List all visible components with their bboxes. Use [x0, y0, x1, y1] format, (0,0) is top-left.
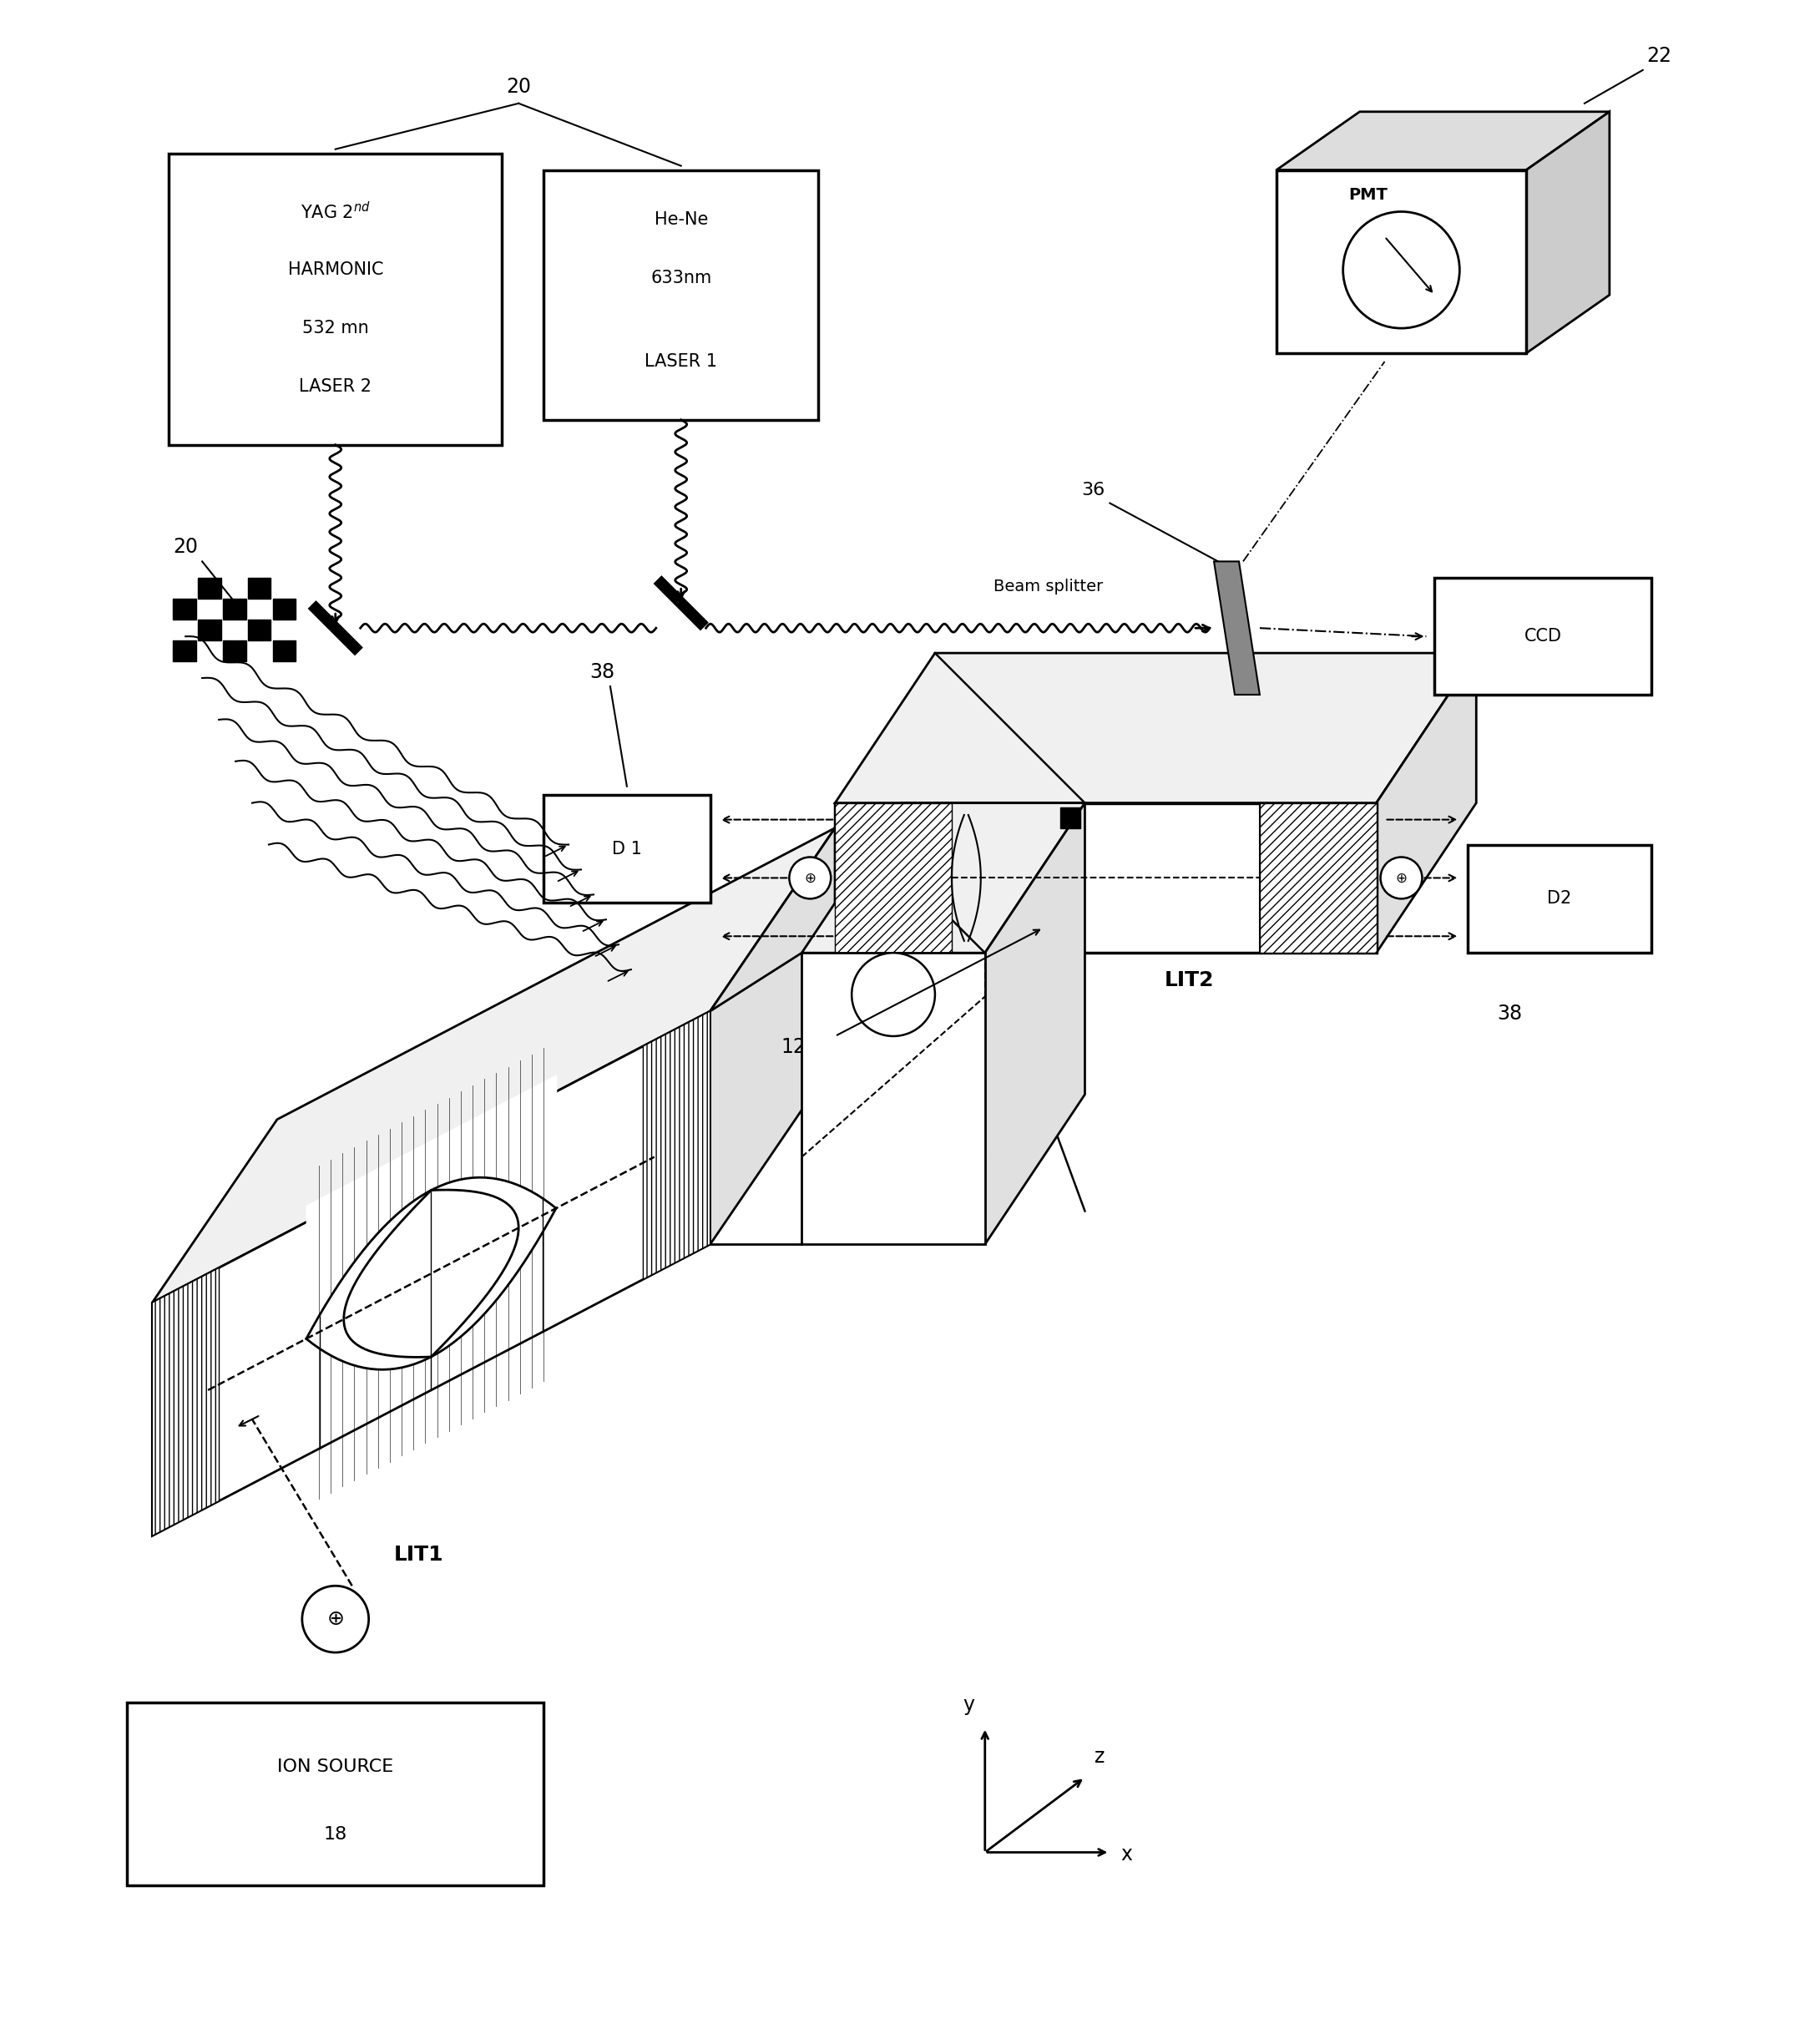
Polygon shape: [1527, 112, 1609, 353]
Bar: [198, 579, 220, 599]
Bar: [248, 620, 271, 640]
Bar: [835, 803, 1376, 952]
Text: y: y: [963, 1694, 974, 1715]
Text: D2: D2: [1547, 891, 1572, 907]
Bar: [1469, 844, 1651, 952]
Text: 12: 12: [781, 1038, 806, 1056]
Text: x: x: [1121, 1845, 1132, 1866]
Bar: [1059, 807, 1081, 828]
Polygon shape: [835, 803, 952, 952]
Bar: [127, 1703, 544, 1886]
Text: z: z: [1094, 1747, 1105, 1768]
Polygon shape: [835, 652, 1476, 803]
Bar: [273, 640, 297, 661]
Polygon shape: [985, 803, 1085, 1244]
Bar: [198, 620, 220, 640]
Polygon shape: [642, 1011, 710, 1278]
Polygon shape: [1259, 803, 1376, 952]
Polygon shape: [153, 828, 835, 1303]
Text: 38: 38: [590, 663, 615, 683]
Text: $\oplus$: $\oplus$: [328, 1609, 344, 1629]
Text: HARMONIC: HARMONIC: [288, 261, 384, 277]
Polygon shape: [1214, 561, 1259, 695]
Text: CCD: CCD: [1523, 628, 1562, 644]
Text: $\oplus$: $\oplus$: [1396, 871, 1407, 885]
Text: PMT: PMT: [1349, 188, 1387, 204]
Bar: [248, 579, 271, 599]
Text: 20: 20: [173, 536, 198, 557]
Text: 18: 18: [324, 1827, 348, 1843]
Text: 532 mn: 532 mn: [302, 320, 369, 336]
Bar: [1434, 579, 1651, 695]
Text: Beam splitter: Beam splitter: [994, 579, 1103, 593]
Text: $\oplus$: $\oplus$: [804, 871, 815, 885]
Polygon shape: [1376, 652, 1476, 952]
Bar: [224, 640, 246, 661]
Circle shape: [302, 1586, 369, 1652]
Text: LIT2: LIT2: [1165, 971, 1214, 991]
Circle shape: [1343, 212, 1460, 328]
Bar: [224, 599, 246, 620]
Circle shape: [1381, 856, 1421, 899]
Text: 38: 38: [1498, 1003, 1522, 1024]
Bar: [803, 952, 985, 1244]
Bar: [173, 599, 197, 620]
Text: YAG 2$^{nd}$: YAG 2$^{nd}$: [300, 202, 371, 222]
Circle shape: [852, 952, 935, 1036]
Text: 36: 36: [1081, 481, 1105, 498]
Text: 633nm: 633nm: [650, 269, 712, 287]
Text: He-Ne: He-Ne: [653, 212, 708, 228]
Bar: [273, 599, 297, 620]
Text: ION SOURCE: ION SOURCE: [277, 1758, 393, 1774]
Bar: [173, 640, 197, 661]
Text: LASER 2: LASER 2: [298, 377, 371, 396]
Bar: [544, 169, 819, 420]
Bar: [1276, 169, 1527, 353]
Polygon shape: [153, 1268, 218, 1535]
Bar: [169, 153, 502, 445]
Polygon shape: [153, 1011, 710, 1535]
Polygon shape: [710, 828, 835, 1244]
Text: 20: 20: [506, 77, 531, 96]
Text: 22: 22: [1647, 45, 1673, 65]
Polygon shape: [1276, 112, 1609, 169]
Text: LASER 1: LASER 1: [644, 353, 717, 369]
Text: D 1: D 1: [612, 840, 642, 856]
Polygon shape: [803, 803, 1085, 952]
Bar: [544, 795, 710, 903]
Text: LIT1: LIT1: [393, 1546, 444, 1566]
Circle shape: [790, 856, 832, 899]
